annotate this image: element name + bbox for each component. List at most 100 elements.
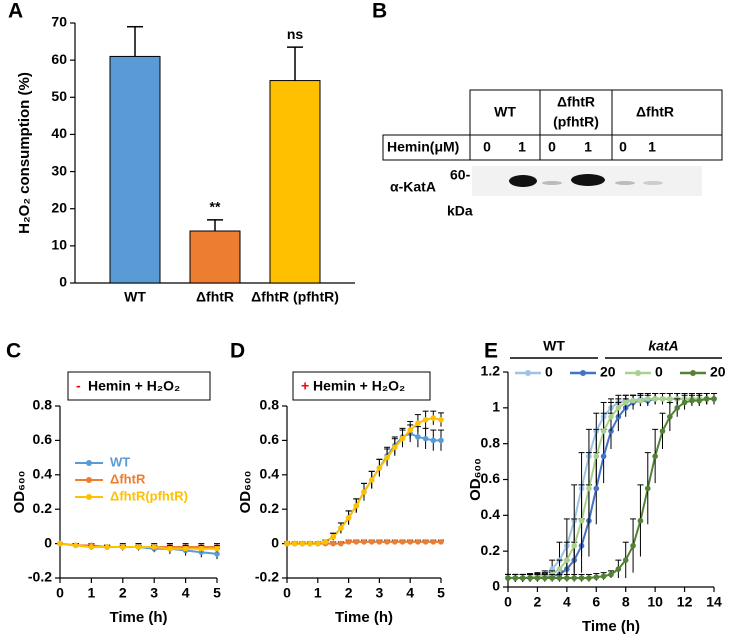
x-tick-label: 0 [56, 585, 64, 601]
marker [571, 575, 578, 581]
marker [135, 544, 142, 550]
panel-label: A [8, 0, 23, 23]
x-axis-label: Time (h) [109, 609, 167, 626]
marker [659, 396, 666, 402]
band [509, 175, 537, 187]
marker [307, 540, 313, 547]
legend-marker [635, 370, 641, 376]
y-tick-label: -0.2 [28, 569, 52, 585]
marker [368, 477, 375, 483]
marker [361, 489, 367, 495]
dose: 0 [483, 139, 491, 155]
x-tick-label: 1 [314, 585, 322, 601]
y-tick-label: 0 [59, 274, 67, 290]
legend-group: katA [648, 338, 678, 354]
condition-text: Hemin + H₂O₂ [313, 378, 405, 394]
marker [198, 545, 205, 552]
legend-label: 20 [600, 364, 616, 380]
marker [345, 515, 352, 521]
band [571, 174, 605, 186]
marker [600, 573, 607, 580]
marker [541, 575, 548, 581]
band [615, 181, 635, 185]
marker [214, 545, 220, 552]
y-tick-label: 1.2 [481, 363, 501, 379]
marker [291, 540, 298, 547]
x-tick-label: 3 [376, 585, 384, 601]
panel-label: B [372, 0, 387, 23]
marker [630, 542, 636, 549]
marker [438, 437, 444, 444]
marker [637, 517, 644, 524]
band [542, 181, 562, 185]
marker [330, 533, 337, 540]
y-tick-label: 1 [492, 399, 500, 415]
y-tick-label: 20 [51, 199, 67, 215]
x-tick-label: 4 [563, 594, 571, 610]
marker [608, 413, 614, 420]
marker [214, 551, 220, 557]
condition-sign: + [301, 378, 309, 394]
x-tick-label: 10 [647, 594, 663, 610]
y-axis-label: H₂O₂ consumption (%) [16, 72, 33, 234]
legend-marker [86, 460, 92, 466]
marker [519, 575, 526, 581]
y-tick-label: 0.6 [260, 431, 280, 447]
legend-marker [525, 370, 531, 376]
marker [415, 420, 421, 427]
marker [622, 399, 629, 406]
marker [564, 575, 570, 581]
marker [430, 415, 437, 421]
marker [330, 540, 337, 547]
x-tick-label: 14 [706, 594, 722, 610]
bar [109, 55, 161, 284]
y-tick-label: 0 [492, 578, 500, 594]
marker [430, 437, 437, 444]
y-axis-label: OD₆₀₀ [237, 471, 254, 514]
marker [392, 539, 398, 545]
y-tick-label: 0.6 [481, 470, 501, 486]
marker [376, 539, 383, 545]
y-tick-label: 0.4 [481, 506, 501, 522]
marker [361, 539, 367, 545]
legend-marker [86, 477, 92, 483]
marker [571, 542, 578, 549]
x-tick-label: 0 [504, 594, 512, 610]
marker [151, 544, 157, 550]
marker [353, 502, 360, 509]
legend-group: WT [543, 338, 565, 354]
marker [384, 454, 390, 461]
y-tick-label: 60 [51, 51, 67, 67]
marker [407, 539, 414, 545]
x-tick-label: 5 [437, 585, 445, 601]
marker [407, 427, 414, 433]
legend-label: ΔfhtR [110, 471, 146, 486]
marker [615, 413, 622, 420]
bar [269, 80, 321, 284]
marker [104, 544, 110, 550]
marker [689, 397, 695, 404]
marker [438, 539, 444, 545]
marker [88, 544, 95, 550]
marker [422, 539, 429, 545]
marker [384, 539, 390, 545]
y-tick-label: 0.4 [260, 466, 280, 482]
size-marker: 60- [450, 167, 471, 183]
x-tick-label: 4 [406, 585, 414, 601]
y-axis-label: OD₆₀₀ [467, 458, 484, 501]
marker [430, 539, 437, 545]
column-header: WT [494, 104, 516, 120]
x-tick-label: 1 [88, 585, 96, 601]
marker [696, 397, 703, 404]
marker [578, 575, 585, 581]
marker [674, 405, 681, 411]
dose: 1 [584, 139, 592, 155]
legend-label: ΔfhtR(pfhtR) [110, 488, 188, 503]
marker [338, 525, 344, 531]
marker [593, 485, 600, 492]
panel-label: D [230, 340, 245, 363]
x-tick-label: ΔfhtR [196, 289, 234, 305]
legend-marker [690, 370, 696, 376]
antibody-label: α-KatA [390, 179, 436, 195]
marker [438, 416, 444, 423]
